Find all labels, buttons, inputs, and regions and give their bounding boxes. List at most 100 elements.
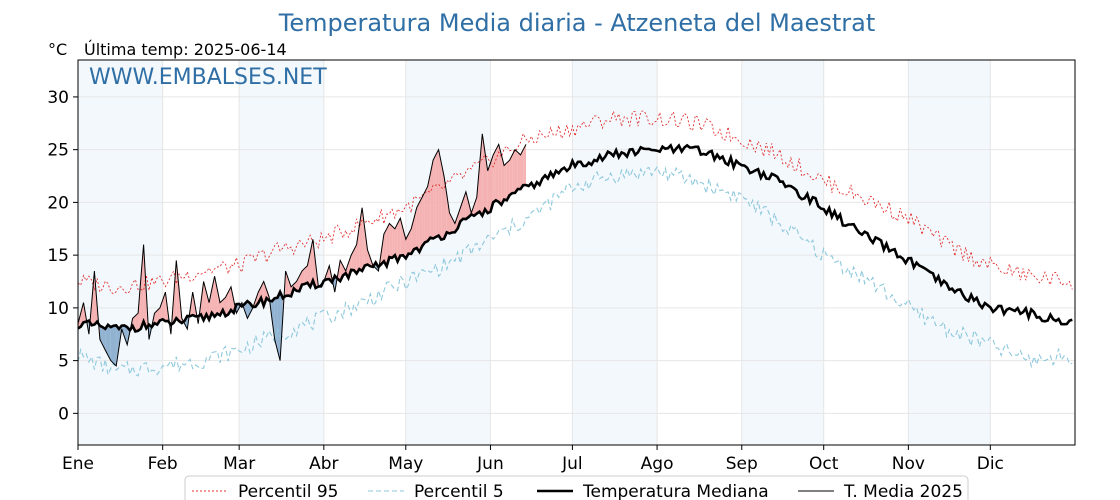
- anomaly-fill-cold: [277, 291, 281, 361]
- anomaly-fill-warm: [312, 239, 316, 288]
- month-band: [741, 60, 824, 445]
- anomaly-fill-warm: [430, 160, 434, 239]
- anomaly-fill-warm: [465, 191, 469, 220]
- last-temp-label: Última temp: 2025-06-14: [84, 40, 287, 59]
- anomaly-fill-cold: [102, 327, 106, 351]
- anomaly-fill-warm: [302, 268, 305, 285]
- anomaly-fill-warm: [438, 149, 442, 240]
- anomaly-fill-warm: [135, 313, 139, 332]
- anomaly-fill-warm: [523, 144, 526, 186]
- legend: Percentil 95 Percentil 5 Temperatura Media…: [184, 475, 969, 500]
- anomaly-fill-cold: [124, 325, 128, 345]
- x-tick-label: Ago: [641, 454, 674, 474]
- x-tick-label: Jun: [476, 454, 504, 474]
- y-tick-label: 30: [47, 88, 69, 108]
- anomaly-fill-warm: [498, 144, 502, 205]
- anomaly-fill-warm: [512, 149, 515, 194]
- anomaly-fill-warm: [228, 286, 231, 315]
- anomaly-fill-warm: [427, 173, 431, 242]
- legend-label: T. Media 2025: [843, 482, 963, 500]
- series-line-temperatura-mediana: [77, 143, 1073, 334]
- anomaly-fill-warm: [501, 154, 505, 205]
- month-bands: [78, 60, 991, 445]
- y-axis: 0 5 10 15 20 25 30: [47, 88, 78, 424]
- x-tick-label: Jul: [561, 454, 583, 474]
- anomaly-fill-cold: [105, 324, 108, 356]
- anomaly-fill-cold: [244, 301, 248, 319]
- y-tick-label: 10: [47, 299, 69, 319]
- anomaly-fill-warm: [383, 228, 387, 267]
- anomaly-fill-warm: [504, 162, 507, 201]
- anomaly-fill-warm: [200, 281, 204, 321]
- anomaly-fill-warm: [490, 154, 494, 212]
- x-tick-label: May: [388, 454, 423, 474]
- anomaly-fill-warm: [419, 197, 423, 252]
- anomaly-fill-warm: [460, 199, 464, 222]
- anomaly-fill-warm: [433, 154, 436, 239]
- anomaly-fill-warm: [198, 302, 201, 324]
- anomaly-fill-warm: [474, 197, 477, 216]
- anomaly-fill-warm: [288, 278, 292, 297]
- anomaly-fill-warm: [304, 265, 308, 284]
- x-axis: Ene Feb Mar Abr May Jun Jul Ago Sep Oct Nov Dic: [62, 445, 1004, 474]
- x-tick-label: Abr: [309, 454, 338, 474]
- anomaly-fill-warm: [452, 218, 455, 233]
- legend-label: Percentil 5: [414, 482, 504, 500]
- anomaly-fill-warm: [517, 152, 521, 190]
- anomaly-fill-warm: [482, 133, 485, 216]
- anomaly-fill-warm: [217, 289, 220, 316]
- x-tick-label: Ene: [62, 454, 94, 474]
- month-band: [572, 60, 658, 445]
- legend-label: Temperatura Mediana: [582, 482, 769, 500]
- anomaly-fill-warm: [520, 149, 524, 190]
- anomaly-fill-warm: [408, 228, 412, 254]
- anomaly-fill-warm: [356, 226, 360, 274]
- anomaly-fill-warm: [441, 162, 444, 240]
- anomaly-fill-warm: [424, 186, 428, 243]
- y-tick-label: 20: [47, 193, 69, 213]
- anomaly-fill-warm: [351, 249, 354, 271]
- x-tick-label: Feb: [148, 454, 178, 474]
- anomaly-fill-warm: [392, 226, 395, 258]
- x-tick-label: Mar: [223, 454, 255, 474]
- anomaly-fill-cold: [116, 325, 119, 366]
- anomaly-fill-warm: [353, 244, 357, 274]
- anomaly-fill-warm: [231, 286, 234, 313]
- anomaly-fill-warm: [80, 302, 84, 327]
- anomaly-fill-warm: [449, 212, 453, 234]
- plot-frame: [77, 59, 1076, 446]
- anomaly-fill-cold: [271, 298, 275, 340]
- x-tick-label: Nov: [892, 454, 925, 474]
- anomaly-fill-warm: [479, 133, 483, 216]
- anomaly-fill-warm: [416, 202, 420, 252]
- y-tick-label: 15: [47, 246, 69, 266]
- y-tick-label: 5: [58, 352, 69, 372]
- series-line-percentil-95: [77, 109, 1073, 295]
- series-line-t-media-2025: [77, 133, 527, 367]
- x-tick-label: Oct: [809, 454, 839, 474]
- x-tick-label: Sep: [726, 454, 758, 474]
- series-line-percentil-5: [77, 165, 1073, 377]
- anomaly-fill-warm: [362, 207, 365, 271]
- x-tick-label: Dic: [977, 454, 1004, 474]
- anomaly-fill-warm: [225, 292, 229, 317]
- anomaly-fill-warm: [367, 249, 371, 267]
- anomaly-fill-warm: [389, 223, 393, 258]
- y-tick-label: 25: [47, 141, 69, 161]
- series-layer: [77, 109, 1073, 377]
- anomaly-fill-warm: [414, 207, 417, 250]
- anomaly-fill-warm: [509, 154, 513, 196]
- anomaly-fill-warm: [397, 218, 401, 262]
- anomaly-fill-warm: [403, 228, 406, 259]
- anomaly-fill-warm: [495, 144, 499, 202]
- anomaly-fill-cold: [108, 324, 111, 361]
- anomaly-fill-warm: [506, 160, 510, 201]
- month-band: [908, 60, 991, 445]
- anomaly-fill-cold: [113, 325, 117, 366]
- anomaly-fill-warm: [296, 276, 300, 292]
- anomaly-fill-warm: [493, 149, 496, 203]
- month-band: [78, 60, 163, 445]
- anomaly-fill-warm: [140, 244, 144, 329]
- anomaly-fill-warm: [307, 252, 311, 287]
